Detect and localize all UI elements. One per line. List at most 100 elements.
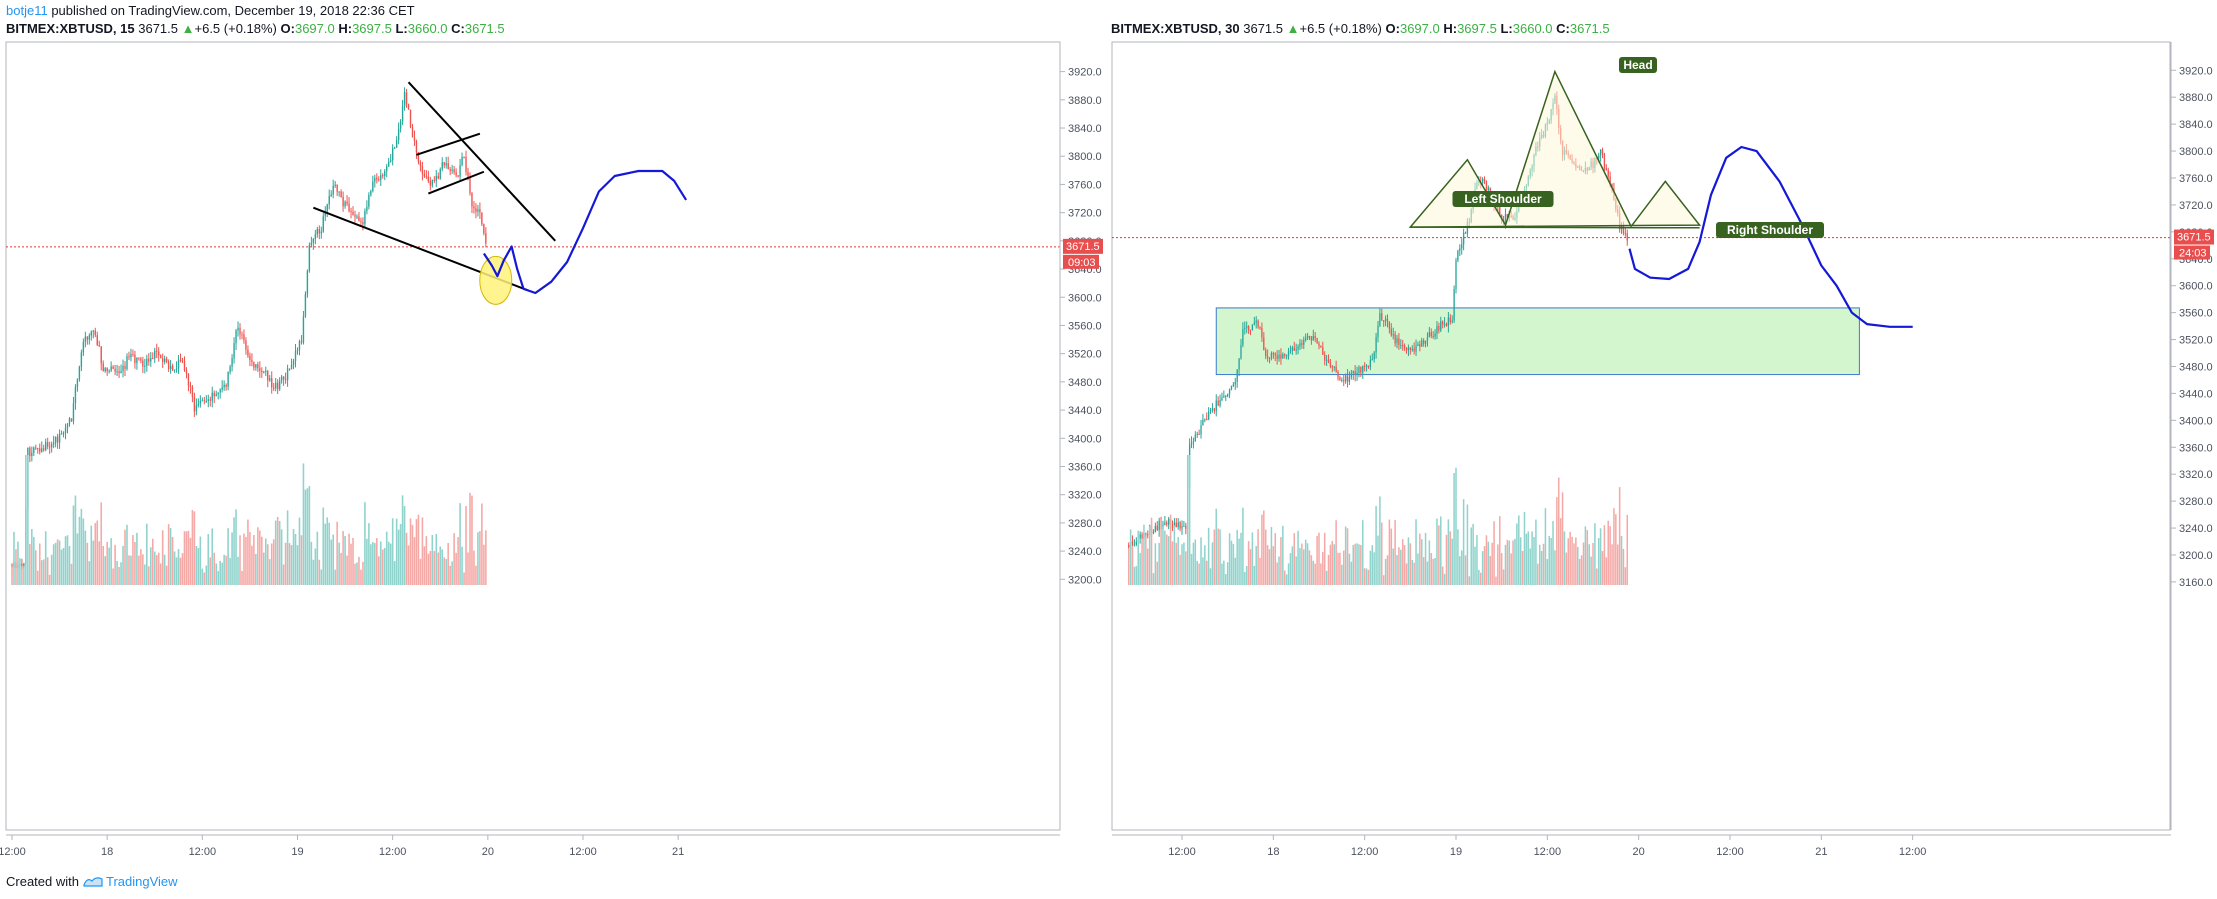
volume-bar (326, 517, 329, 585)
candle-body (453, 169, 455, 173)
close-left: 3671.5 (464, 21, 505, 36)
volume-bar (100, 502, 103, 585)
candle-body (31, 452, 33, 457)
volume-bar (201, 568, 204, 585)
highlight-ellipse (479, 255, 513, 305)
volume-bar (419, 558, 422, 585)
candle-body (207, 399, 209, 401)
candle-body (237, 327, 239, 331)
volume-bar (467, 552, 469, 585)
candle-body (50, 444, 53, 447)
candle-body (52, 442, 55, 445)
candle-body (161, 358, 164, 362)
interval-left: 15 (120, 21, 135, 36)
candle-body (261, 370, 263, 373)
price-label: 3671.5 (1066, 241, 1100, 253)
volume-bar (411, 524, 414, 585)
price-tick-label: 3840.0 (1068, 123, 1102, 135)
candle-body (378, 179, 380, 181)
volume-bar (82, 518, 85, 585)
volume-bar (44, 531, 47, 585)
volume-bar (272, 539, 275, 585)
volume-bar (46, 557, 49, 585)
volume-bar (475, 565, 477, 585)
candle-body (320, 231, 322, 234)
volume-bar (342, 531, 344, 585)
candle-body (193, 396, 196, 412)
volume-bar (233, 517, 235, 585)
candle-body (477, 209, 479, 212)
candle-body (68, 418, 71, 424)
volume-bar (381, 549, 384, 585)
footer-brand[interactable]: TradingView (106, 874, 178, 889)
volume-bar (429, 550, 432, 585)
volume-bar (102, 545, 104, 585)
volume-bar (376, 538, 378, 585)
plot-frame (5, 41, 1061, 831)
volume-bar (209, 557, 212, 585)
volume-bar (308, 486, 311, 585)
candle-body (391, 147, 394, 161)
volume-bar (334, 569, 336, 585)
candle-body (74, 387, 77, 404)
candle-body (376, 178, 378, 180)
candle-body (439, 169, 441, 179)
volume-bar (306, 488, 309, 585)
candle-body (374, 178, 376, 182)
candle-body (395, 140, 398, 148)
volume-bar (261, 536, 263, 585)
volume-bar (263, 552, 265, 585)
candle-body (116, 371, 118, 373)
volume-bar (64, 536, 67, 585)
candle-body (177, 359, 180, 369)
plot-area (6, 81, 1060, 585)
candle-body (150, 358, 152, 362)
volume-bar (27, 455, 29, 585)
volume-bar (215, 563, 218, 585)
candle-body (360, 221, 362, 223)
volume-bar (379, 541, 382, 585)
volume-bar (266, 544, 269, 585)
volume-bar (314, 548, 317, 585)
volume-bar (177, 549, 180, 585)
candle-body (485, 233, 487, 244)
candle-body (241, 334, 243, 336)
volume-bar (401, 495, 404, 585)
volume-bar (225, 555, 227, 585)
change-left: +6.5 (+0.18%) (194, 21, 277, 36)
candle-body (457, 175, 459, 177)
candle-body (231, 358, 233, 367)
volume-bar (179, 557, 182, 585)
candle-body (469, 176, 471, 194)
volume-bar (439, 546, 442, 585)
time-tick-label: 12:00 (189, 846, 217, 858)
volume-bar (70, 563, 73, 585)
candle-body (445, 163, 447, 166)
volume-bar (229, 558, 231, 585)
volume-bar (122, 545, 124, 585)
candle-body (318, 229, 321, 234)
volume-bar (330, 539, 332, 585)
candle-body (48, 446, 51, 448)
candle-body (243, 334, 245, 341)
price-tick-label: 3440.0 (1068, 405, 1102, 417)
publisher-user[interactable]: botje11 (6, 3, 48, 18)
volume-bar (193, 511, 196, 585)
volume-bar (110, 538, 112, 585)
volume-bar (461, 546, 463, 585)
candle-body (405, 92, 408, 105)
candle-body (403, 92, 406, 107)
volume-bar (25, 455, 27, 585)
volume-bar (124, 529, 126, 585)
candle-body (126, 356, 128, 369)
last-right: 3671.5 (1243, 21, 1283, 36)
volume-bar (78, 516, 81, 585)
volume-bar (423, 546, 426, 585)
volume-bar (259, 530, 261, 585)
volume-bar (451, 561, 453, 585)
candle-body (233, 343, 235, 359)
volume-bar (203, 572, 206, 585)
candle-body (138, 357, 140, 359)
